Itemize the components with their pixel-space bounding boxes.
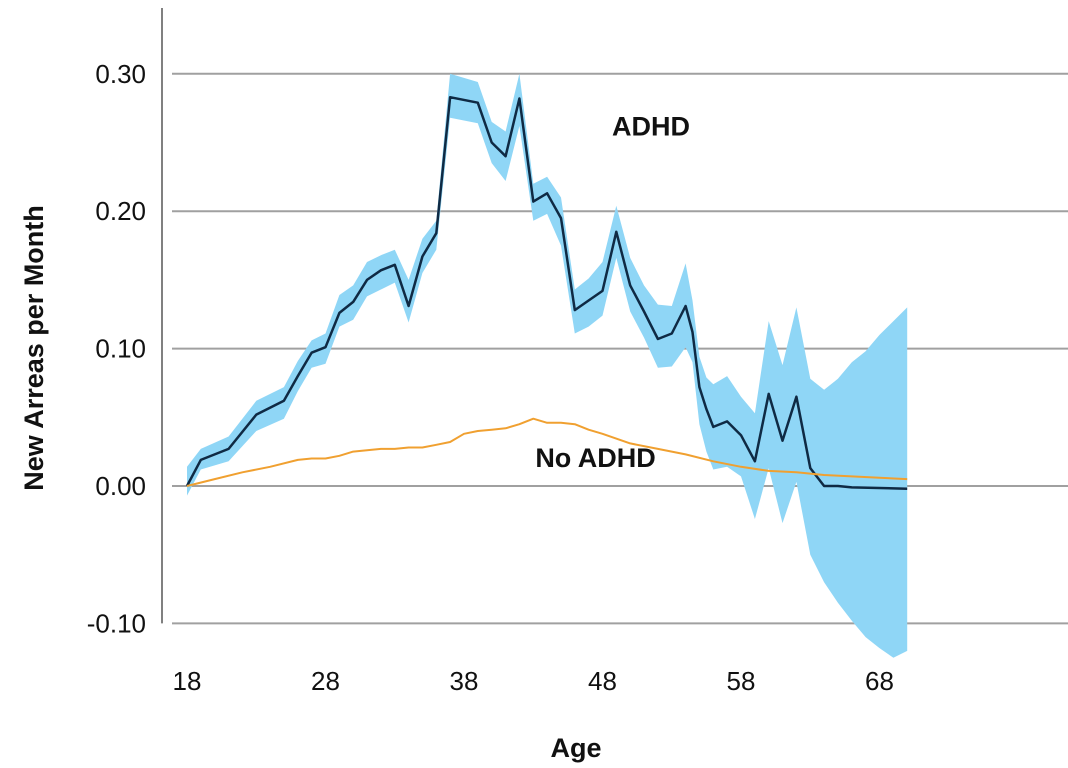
x-tick-labels: 18 28 38 48 58 68: [173, 666, 894, 696]
adhd-confidence-band: [187, 73, 908, 658]
x-axis-title: Age: [550, 733, 601, 763]
x-tick-label: 48: [588, 666, 617, 696]
y-tick-label: 0.20: [95, 196, 146, 226]
series-annotations: ADHD No ADHD: [535, 112, 690, 473]
y-tick-label: -0.10: [87, 608, 146, 638]
adhd-series-label: ADHD: [612, 112, 690, 142]
y-tick-label: 0.10: [95, 334, 146, 364]
y-axis-title: New Arreas per Month: [19, 205, 49, 491]
confidence-band-layer: [187, 73, 908, 658]
no-adhd-series-line: [186, 417, 908, 487]
y-tick-label: 0.30: [95, 59, 146, 89]
x-tick-label: 58: [727, 666, 756, 696]
x-tick-label: 38: [450, 666, 479, 696]
no-adhd-series-label: No ADHD: [535, 443, 656, 473]
x-tick-label: 68: [865, 666, 894, 696]
y-tick-label: 0.00: [95, 471, 146, 501]
adhd-series-line: [185, 95, 908, 490]
x-tick-label: 28: [311, 666, 340, 696]
series-lines-layer: [185, 95, 908, 490]
x-tick-label: 18: [173, 666, 202, 696]
y-tick-labels: 0.30 0.20 0.10 0.00 -0.10: [87, 59, 146, 639]
